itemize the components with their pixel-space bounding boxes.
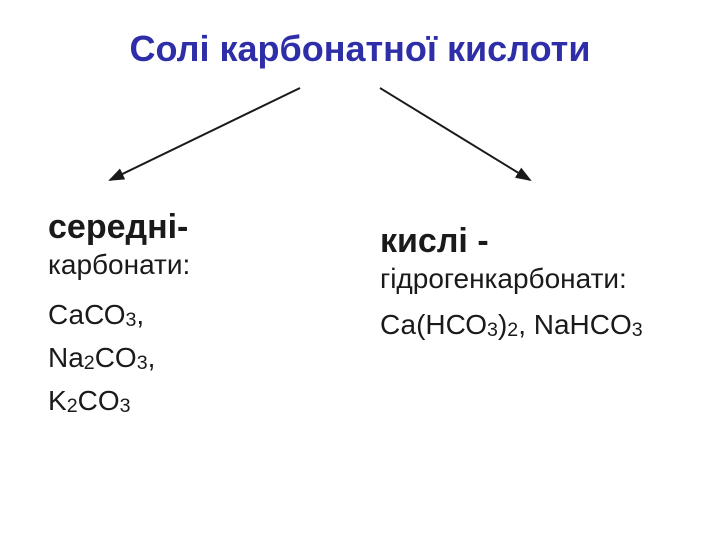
right-heading: кислі -: [380, 222, 700, 261]
left-formulas: СаСО3, Na2CO3, K2CO3: [48, 299, 348, 418]
right-formulas: Са(НСО3)2, NaHCO3: [380, 309, 700, 342]
arrow-right: [380, 88, 530, 180]
left-heading: середні-: [48, 208, 348, 247]
formula-subscript: 3: [487, 319, 498, 341]
left-subheading: карбонати:: [48, 249, 348, 281]
formula-line: СаСО3,: [48, 299, 348, 332]
formula-subscript: 2: [67, 395, 78, 417]
slide-stage: Солі карбонатної кислоти середні- карбон…: [0, 0, 720, 540]
formula-line: K2CO3: [48, 385, 348, 418]
formula-subscript: 3: [137, 352, 148, 374]
branch-arrows: [0, 82, 720, 202]
formula-subscript: 3: [126, 309, 137, 331]
formula-subscript: 2: [84, 352, 95, 374]
column-left: середні- карбонати: СаСО3, Na2CO3, K2CO3: [48, 208, 348, 428]
formula-line: Na2CO3,: [48, 342, 348, 375]
column-right: кислі - гідрогенкарбонати: Са(НСО3)2, Na…: [380, 222, 700, 352]
formula-line: Са(НСО3)2, NaHCO3: [380, 309, 700, 342]
formula-subscript: 3: [632, 319, 643, 341]
formula-subscript: 2: [507, 319, 518, 341]
arrow-left: [110, 88, 300, 180]
right-subheading: гідрогенкарбонати:: [380, 263, 700, 295]
formula-subscript: 3: [120, 395, 131, 417]
slide-title: Солі карбонатної кислоти: [0, 28, 720, 70]
